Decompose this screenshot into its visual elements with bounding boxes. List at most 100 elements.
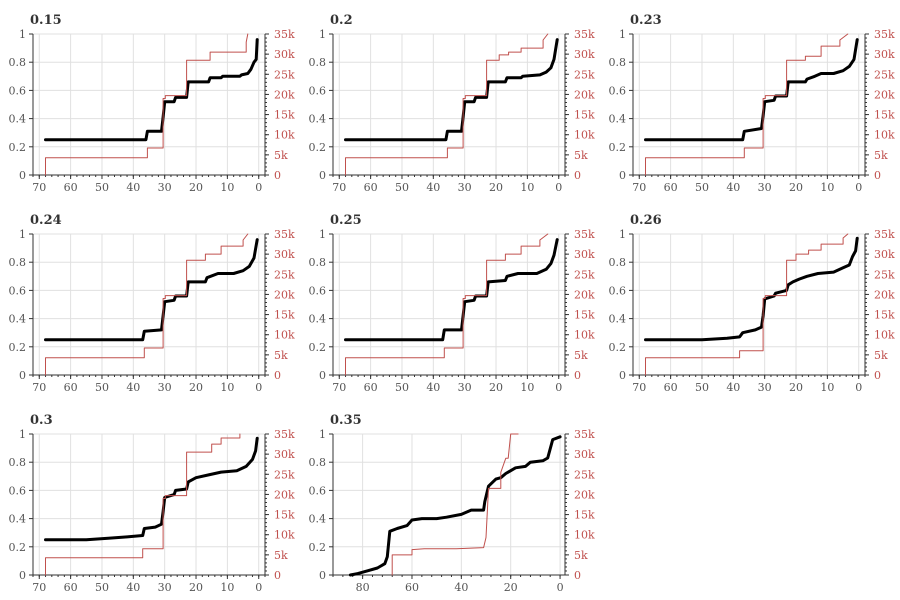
x-tick-label: 40	[726, 381, 740, 394]
x-tick-label: 40	[126, 581, 140, 594]
y-tick-label: 1	[319, 428, 326, 441]
y-tick-label: 0	[19, 369, 26, 382]
x-tick-label: 60	[64, 581, 78, 594]
y2-tick-label: 15k	[274, 109, 295, 122]
y2-tick-label: 25k	[574, 68, 595, 81]
y2-tick-label: 15k	[274, 509, 295, 522]
y-tick-label: 0.6	[9, 84, 27, 97]
y-tick-label: 0.2	[309, 541, 327, 554]
y-tick-label: 0	[619, 169, 626, 182]
panel-title: 0.24	[30, 213, 62, 228]
chart-panel-5: 0.2600.20.40.60.8105k10k15k20k25k30k35k7…	[609, 213, 895, 394]
y2-tick-label: 30k	[274, 48, 295, 61]
x-tick-label: 50	[95, 181, 109, 194]
x-tick-label: 60	[64, 381, 78, 394]
y2-tick-label: 15k	[874, 309, 895, 322]
y2-tick-label: 35k	[874, 28, 895, 41]
x-tick-label: 0	[555, 181, 562, 194]
x-tick-label: 30	[158, 581, 172, 594]
y-tick-label: 0	[319, 569, 326, 582]
x-tick-label: 80	[356, 581, 370, 594]
panel-title: 0.23	[630, 13, 662, 28]
x-tick-label: 10	[220, 581, 234, 594]
series-line-black	[44, 38, 259, 142]
x-tick-label: 10	[520, 381, 534, 394]
y2-tick-label: 20k	[274, 488, 295, 501]
x-tick-label: 10	[820, 181, 834, 194]
x-tick-label: 50	[395, 381, 409, 394]
y-tick-label: 0.2	[609, 141, 627, 154]
y-tick-label: 0.6	[609, 284, 627, 297]
y2-tick-label: 30k	[274, 448, 295, 461]
y-tick-label: 0.8	[309, 256, 327, 269]
y2-tick-label: 10k	[574, 129, 595, 142]
chart-panel-4: 0.2500.20.40.60.8105k10k15k20k25k30k35k7…	[309, 213, 595, 394]
y2-tick-label: 10k	[874, 329, 895, 342]
y2-tick-label: 20k	[574, 488, 595, 501]
y2-tick-label: 35k	[574, 428, 595, 441]
x-tick-label: 10	[220, 181, 234, 194]
x-tick-label: 0	[855, 181, 862, 194]
y-tick-label: 0.6	[9, 484, 27, 497]
series-line-black	[644, 38, 859, 142]
y2-tick-label: 20k	[874, 88, 895, 101]
panel-title: 0.35	[330, 413, 362, 428]
y2-tick-label: 25k	[874, 268, 895, 281]
y2-tick-label: 35k	[574, 228, 595, 241]
series-line-black	[44, 238, 259, 342]
x-tick-label: 20	[789, 181, 803, 194]
y2-tick-label: 5k	[274, 349, 288, 362]
y2-tick-label: 15k	[574, 109, 595, 122]
x-tick-label: 50	[695, 381, 709, 394]
x-tick-label: 20	[189, 381, 203, 394]
series-line-black	[344, 238, 559, 342]
x-tick-label: 60	[64, 181, 78, 194]
y-tick-label: 1	[19, 428, 26, 441]
y2-tick-label: 25k	[274, 268, 295, 281]
y-tick-label: 0	[19, 569, 26, 582]
x-tick-label: 50	[695, 181, 709, 194]
y-tick-label: 0.4	[609, 313, 627, 326]
x-tick-label: 0	[855, 381, 862, 394]
x-tick-label: 60	[405, 581, 419, 594]
series-line-red	[45, 33, 249, 176]
x-tick-label: 40	[726, 181, 740, 194]
x-tick-label: 70	[332, 181, 346, 194]
x-tick-label: 30	[458, 381, 472, 394]
y-tick-label: 0.6	[609, 84, 627, 97]
x-tick-label: 70	[32, 181, 46, 194]
y2-tick-label: 5k	[274, 549, 288, 562]
y-tick-label: 1	[619, 228, 626, 241]
y2-tick-label: 0	[274, 369, 281, 382]
series-line-black	[44, 436, 259, 542]
x-tick-label: 60	[664, 381, 678, 394]
x-tick-label: 30	[758, 181, 772, 194]
x-tick-label: 30	[758, 381, 772, 394]
y2-tick-label: 20k	[574, 88, 595, 101]
series-line-red	[345, 33, 549, 176]
y-tick-label: 0	[319, 169, 326, 182]
y2-tick-label: 5k	[874, 349, 888, 362]
y-tick-label: 0.6	[9, 284, 27, 297]
x-tick-label: 70	[332, 381, 346, 394]
chart-panel-6: 0.300.20.40.60.8105k10k15k20k25k30k35k70…	[9, 413, 295, 594]
x-tick-label: 30	[458, 181, 472, 194]
y-tick-label: 0.4	[609, 113, 627, 126]
y-tick-label: 0.4	[309, 113, 327, 126]
y2-tick-label: 30k	[574, 248, 595, 261]
y2-tick-label: 20k	[274, 88, 295, 101]
x-tick-label: 20	[789, 381, 803, 394]
y2-tick-label: 15k	[574, 309, 595, 322]
y2-tick-label: 15k	[874, 109, 895, 122]
y-tick-label: 1	[19, 28, 26, 41]
x-tick-label: 70	[632, 181, 646, 194]
x-tick-label: 70	[32, 581, 46, 594]
y-tick-label: 0.8	[309, 56, 327, 69]
x-tick-label: 30	[158, 381, 172, 394]
y-tick-label: 1	[19, 228, 26, 241]
y2-tick-label: 20k	[274, 288, 295, 301]
y2-tick-label: 10k	[874, 129, 895, 142]
y2-tick-label: 5k	[574, 549, 588, 562]
x-tick-label: 0	[255, 181, 262, 194]
y2-tick-label: 0	[274, 569, 281, 582]
